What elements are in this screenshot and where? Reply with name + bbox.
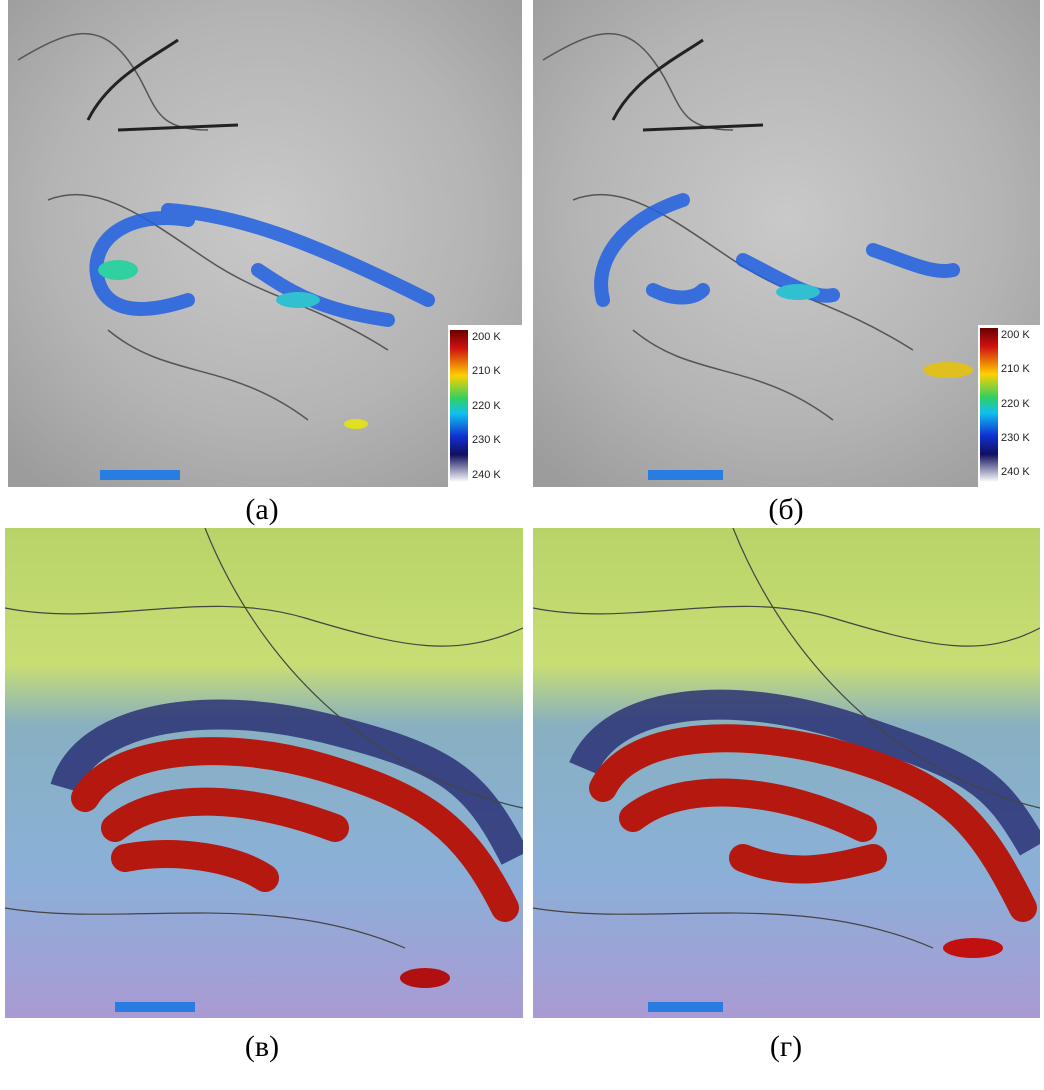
colorbar-label: 200 K <box>1001 329 1030 341</box>
colorbar-scale <box>450 330 468 482</box>
timestamp <box>648 470 723 480</box>
satellite-image <box>5 528 523 1018</box>
colorbar-label: 240 K <box>1001 466 1030 478</box>
cloud-core <box>98 260 138 280</box>
background <box>8 0 522 487</box>
caption: (в) <box>162 1030 362 1064</box>
colorbar-label: 210 K <box>472 365 501 377</box>
colorbar-label: 230 K <box>472 434 501 446</box>
cloud-core <box>276 292 320 308</box>
colorbar: 200 K 210 K 220 K 230 K 240 K <box>448 325 522 487</box>
satellite-image <box>533 528 1040 1018</box>
timestamp <box>115 1002 195 1012</box>
colorbar: 200 K 210 K 220 K 230 K 240 K <box>978 325 1040 487</box>
caption: (г) <box>686 1030 886 1064</box>
cloud-core <box>344 419 368 429</box>
colorbar-label: 220 K <box>472 400 501 412</box>
cloud-core <box>923 362 973 378</box>
colorbar-label: 200 K <box>472 331 501 343</box>
caption: (б) <box>686 493 886 527</box>
cloud-core <box>400 968 450 988</box>
colorbar-label: 240 K <box>472 469 501 481</box>
colorbar-scale <box>980 328 998 482</box>
cloud-core <box>776 284 820 300</box>
satellite-image: 200 K 210 K 220 K 230 K 240 K <box>8 0 522 487</box>
caption: (а) <box>162 493 362 527</box>
colorbar-label: 230 K <box>1001 432 1030 444</box>
timestamp <box>648 1002 723 1012</box>
cloud-core <box>943 938 1003 958</box>
timestamp <box>100 470 180 480</box>
satellite-image: 200 K 210 K 220 K 230 K 240 K <box>533 0 1040 487</box>
colorbar-label: 220 K <box>1001 398 1030 410</box>
page: 200 K 210 K 220 K 230 K 240 K 200 K 210 … <box>0 0 1044 1090</box>
colorbar-label: 210 K <box>1001 363 1030 375</box>
